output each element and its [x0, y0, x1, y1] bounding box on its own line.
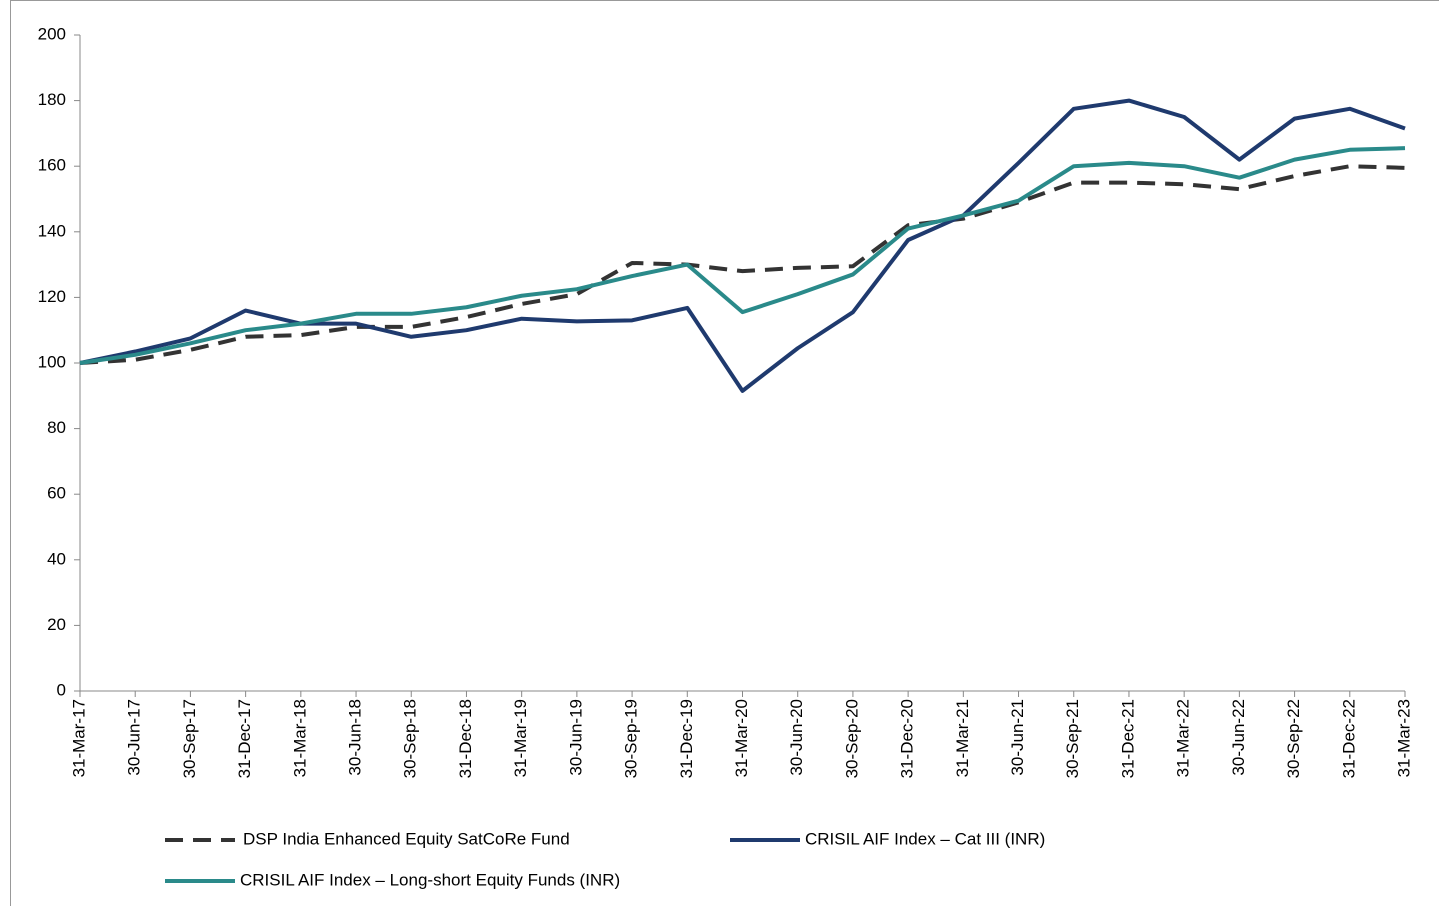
chart-border — [10, 0, 1439, 906]
y-tick-label: 0 — [57, 680, 66, 699]
y-tick-label: 160 — [38, 156, 66, 175]
x-tick-label: 31-Dec-19 — [677, 699, 696, 778]
x-tick-label: 31-Mar-20 — [732, 699, 751, 777]
x-tick-label: 30-Jun-19 — [566, 699, 585, 776]
y-tick-label: 180 — [38, 90, 66, 109]
series-line — [79, 98, 1406, 393]
legend-label: CRISIL AIF Index – Cat III (INR) — [805, 829, 1045, 848]
y-tick-label: 60 — [47, 484, 66, 503]
x-tick-label: 30-Sep-20 — [842, 699, 861, 778]
x-tick-label: 31-Dec-22 — [1339, 699, 1358, 778]
x-tick-label: 31-Mar-23 — [1394, 699, 1413, 777]
x-tick-label: 31-Dec-17 — [235, 699, 254, 778]
x-tick-label: 31-Mar-18 — [290, 699, 309, 777]
x-tick-label: 30-Jun-22 — [1229, 699, 1248, 776]
y-tick-label: 40 — [47, 549, 66, 568]
x-tick-label: 30-Jun-17 — [125, 699, 144, 776]
x-tick-label: 30-Sep-21 — [1063, 699, 1082, 778]
x-tick-label: 30-Sep-18 — [401, 699, 420, 778]
x-tick-label: 31-Mar-22 — [1174, 699, 1193, 777]
series-line — [79, 164, 1406, 365]
x-tick-label: 31-Mar-17 — [69, 699, 88, 777]
y-tick-label: 200 — [38, 24, 66, 43]
x-tick-label: 30-Sep-17 — [180, 699, 199, 778]
x-tick-label: 31-Mar-19 — [511, 699, 530, 777]
x-tick-label: 30-Jun-21 — [1008, 699, 1027, 776]
x-tick-label: 30-Jun-18 — [346, 699, 365, 776]
y-tick-label: 80 — [47, 418, 66, 437]
x-tick-label: 31-Dec-21 — [1118, 699, 1137, 778]
legend-label: DSP India Enhanced Equity SatCoRe Fund — [243, 829, 570, 848]
legend-label: CRISIL AIF Index – Long-short Equity Fun… — [240, 870, 620, 889]
x-tick-label: 31-Dec-18 — [456, 699, 475, 778]
y-tick-label: 120 — [38, 287, 66, 306]
x-tick-label: 31-Mar-21 — [953, 699, 972, 777]
y-tick-label: 140 — [38, 221, 66, 240]
y-tick-label: 20 — [47, 615, 66, 634]
x-tick-label: 30-Sep-19 — [622, 699, 641, 778]
x-tick-label: 30-Jun-20 — [787, 699, 806, 776]
y-tick-label: 100 — [38, 352, 66, 371]
x-tick-label: 31-Dec-20 — [898, 699, 917, 778]
series-line — [79, 146, 1406, 365]
x-tick-label: 30-Sep-22 — [1284, 699, 1303, 778]
